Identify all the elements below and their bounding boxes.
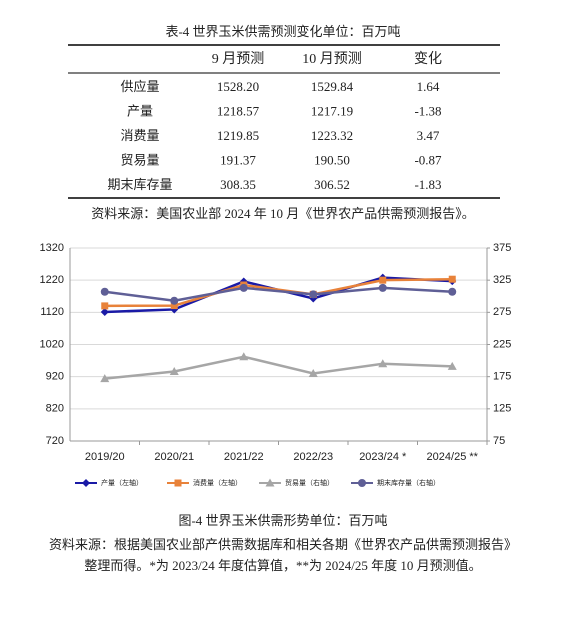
table-cell: 190.50 <box>314 152 350 167</box>
series-line <box>104 355 453 380</box>
column-header: 10 月预测 <box>302 51 362 67</box>
y-tick-label: 920 <box>46 371 64 383</box>
row-label: 产量 <box>127 103 153 118</box>
note: 整理而得。*为 2023/24 年度估算值，**为 2024/25 年度 10 … <box>84 558 481 573</box>
table-cell: 306.52 <box>314 177 350 192</box>
table-cell: -1.83 <box>414 177 441 192</box>
data-point <box>379 276 387 284</box>
series-line <box>104 286 453 303</box>
data-point <box>447 361 457 370</box>
series-line <box>104 277 453 308</box>
data-point <box>100 308 109 317</box>
table-cell: -1.38 <box>414 103 441 118</box>
table-source: 资料来源：美国农业部 2024 年 10 月《世界农产品供需预测报告》。 <box>91 206 475 221</box>
x-tick-label: 2021/22 <box>224 451 264 463</box>
data-point <box>378 359 388 368</box>
row-label: 供应量 <box>120 79 159 94</box>
legend-marker <box>265 478 275 487</box>
table-title: 表-4 世界玉米供需预测变化单位：百万吨 <box>165 24 400 39</box>
table-cell: 1223.32 <box>311 128 353 143</box>
row-label: 贸易量 <box>120 152 159 167</box>
data-point <box>309 290 318 299</box>
x-tick-label: 2023/24 * <box>359 451 407 463</box>
chart-caption: 图-4 世界玉米供需形势单位：百万吨 <box>178 513 387 528</box>
legend-label: 产量（左轴） <box>101 478 143 487</box>
table-cell: 1219.85 <box>217 128 259 143</box>
y2-tick-label: 325 <box>493 274 511 286</box>
data-point <box>100 374 110 383</box>
data-point <box>378 283 387 292</box>
data-point <box>169 367 179 376</box>
y-tick-label: 1320 <box>40 242 64 254</box>
column-header: 变化 <box>414 51 442 67</box>
y2-tick-label: 225 <box>493 338 511 350</box>
x-tick-label: 2022/23 <box>293 451 333 463</box>
y-tick-label: 720 <box>46 435 64 447</box>
x-tick-label: 2024/25 ** <box>427 451 479 463</box>
table-cell: 1218.57 <box>217 103 260 118</box>
note: 资料来源：根据美国农业部产供需数据库和相关各期《世界农产品供需预测报告》 <box>49 537 517 552</box>
table-cell: 191.37 <box>220 152 256 167</box>
table-cell: 308.35 <box>220 177 256 192</box>
y-tick-label: 1020 <box>40 338 64 350</box>
data-point <box>100 287 109 296</box>
y-tick-label: 820 <box>46 403 64 415</box>
y2-tick-label: 125 <box>493 403 511 415</box>
y2-tick-label: 275 <box>493 306 511 318</box>
legend-marker <box>358 479 366 487</box>
data-point <box>170 302 178 310</box>
data-point <box>101 302 109 310</box>
table-cell: 1217.19 <box>311 103 353 118</box>
legend-marker <box>82 479 90 487</box>
legend-marker <box>174 479 182 487</box>
row-label: 消费量 <box>120 128 159 143</box>
y-tick-label: 1220 <box>40 274 64 286</box>
y2-tick-label: 175 <box>493 371 511 383</box>
legend-label: 期末库存量（右轴） <box>377 478 440 487</box>
table-cell: 3.47 <box>417 128 440 143</box>
data-point <box>239 283 248 292</box>
table-cell: 1528.20 <box>217 79 259 94</box>
data-point <box>308 368 318 377</box>
data-point <box>448 287 457 296</box>
x-tick-label: 2019/20 <box>85 451 125 463</box>
column-header: 9 月预测 <box>212 51 265 67</box>
y2-tick-label: 75 <box>493 435 505 447</box>
data-point <box>170 296 179 305</box>
data-point <box>239 352 249 361</box>
legend-label: 贸易量（右轴） <box>285 478 334 487</box>
table-cell: 1.64 <box>417 79 440 94</box>
y-tick-label: 1120 <box>40 306 64 318</box>
row-label: 期末库存量 <box>107 177 172 192</box>
legend-label: 消费量（左轴） <box>193 478 242 487</box>
x-tick-label: 2020/21 <box>154 451 194 463</box>
table-cell: 1529.84 <box>311 79 354 94</box>
data-point <box>448 275 456 283</box>
table-cell: -0.87 <box>414 152 442 167</box>
y2-tick-label: 375 <box>493 242 511 254</box>
